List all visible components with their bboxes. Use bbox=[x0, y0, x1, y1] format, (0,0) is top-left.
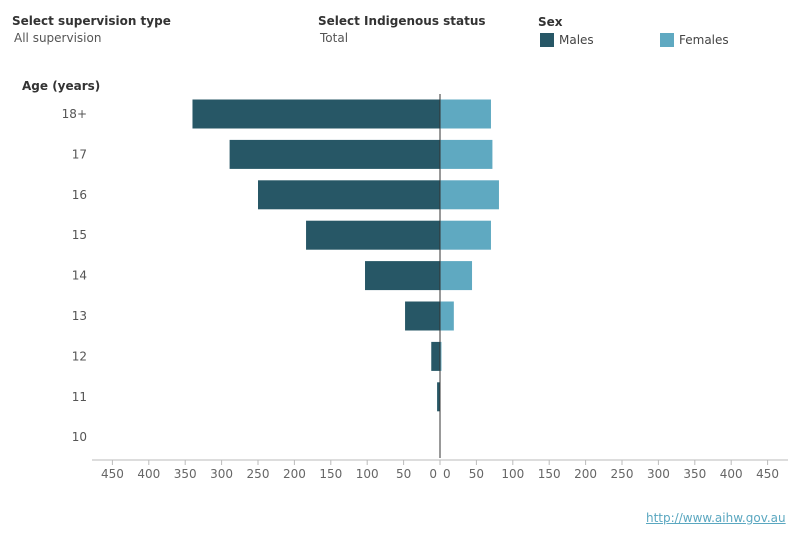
x-tick-label-right: 0 bbox=[443, 467, 451, 481]
x-tick-label-left: 250 bbox=[247, 467, 270, 481]
x-tick-label-right: 100 bbox=[501, 467, 524, 481]
x-tick-label-right: 300 bbox=[647, 467, 670, 481]
bar-males-14 bbox=[365, 261, 440, 291]
bar-males-12 bbox=[431, 341, 440, 371]
y-tick-label: 15 bbox=[72, 228, 87, 242]
bar-males-17 bbox=[229, 139, 440, 169]
y-tick-label: 13 bbox=[72, 309, 87, 323]
x-tick-label-left: 50 bbox=[396, 467, 411, 481]
x-tick-label-left: 400 bbox=[137, 467, 160, 481]
source-link[interactable]: http://www.aihw.gov.au bbox=[646, 511, 786, 525]
bar-females-18+ bbox=[440, 99, 491, 129]
legend-males-label[interactable]: Males bbox=[559, 33, 594, 47]
bar-females-14 bbox=[440, 261, 473, 291]
x-tick-label-left: 200 bbox=[283, 467, 306, 481]
legend-females-swatch[interactable] bbox=[660, 33, 674, 47]
bar-females-15 bbox=[440, 220, 491, 250]
supervision-filter-dropdown[interactable]: All supervision bbox=[14, 31, 102, 45]
x-tick-label-right: 400 bbox=[720, 467, 743, 481]
y-tick-label: 18+ bbox=[62, 107, 87, 121]
supervision-filter-label: Select supervision type bbox=[12, 14, 171, 28]
y-axis-title: Age (years) bbox=[22, 79, 100, 93]
bar-females-16 bbox=[440, 180, 499, 210]
y-tick-label: 16 bbox=[72, 188, 87, 202]
bar-males-15 bbox=[306, 220, 440, 250]
bar-females-17 bbox=[440, 139, 493, 169]
x-tick-label-left: 100 bbox=[356, 467, 379, 481]
y-tick-label: 12 bbox=[72, 349, 87, 363]
x-tick-label-left: 350 bbox=[174, 467, 197, 481]
bar-males-11 bbox=[437, 382, 440, 412]
x-tick-label-right: 50 bbox=[469, 467, 484, 481]
x-tick-label-left: 450 bbox=[101, 467, 124, 481]
indigenous-filter-label: Select Indigenous status bbox=[318, 14, 486, 28]
x-tick-label-right: 150 bbox=[538, 467, 561, 481]
y-tick-label: 14 bbox=[72, 269, 87, 283]
bar-males-18+ bbox=[192, 99, 440, 129]
bar-males-16 bbox=[258, 180, 440, 210]
legend-females-label[interactable]: Females bbox=[679, 33, 729, 47]
x-tick-label-right: 200 bbox=[574, 467, 597, 481]
y-tick-label: 17 bbox=[72, 147, 87, 161]
x-tick-label-right: 450 bbox=[756, 467, 779, 481]
x-tick-label-left: 300 bbox=[210, 467, 233, 481]
indigenous-filter-dropdown[interactable]: Total bbox=[320, 31, 349, 45]
legend-title: Sex bbox=[538, 15, 563, 29]
x-tick-label-right: 350 bbox=[683, 467, 706, 481]
x-tick-label-left: 150 bbox=[319, 467, 342, 481]
y-tick-label: 10 bbox=[72, 430, 87, 444]
x-tick-label-right: 250 bbox=[611, 467, 634, 481]
legend-males-swatch[interactable] bbox=[540, 33, 554, 47]
y-tick-label: 11 bbox=[72, 390, 87, 404]
x-tick-label-left: 0 bbox=[429, 467, 437, 481]
bar-females-13 bbox=[440, 301, 454, 331]
bar-females-12 bbox=[440, 341, 442, 371]
bar-males-13 bbox=[405, 301, 440, 331]
